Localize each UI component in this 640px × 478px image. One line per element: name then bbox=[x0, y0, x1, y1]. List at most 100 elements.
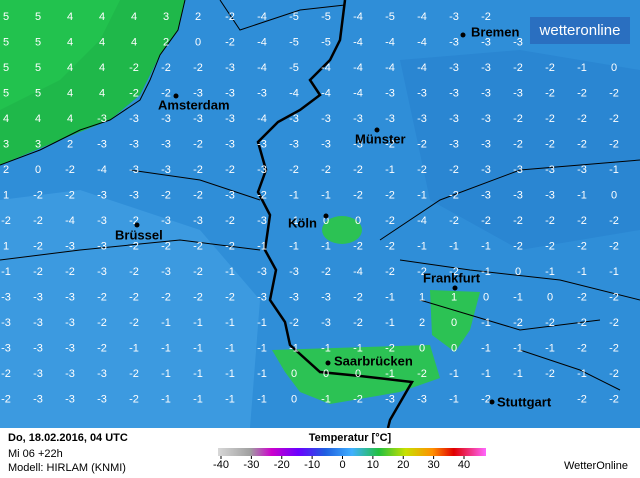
grid-value: -1 bbox=[321, 393, 331, 405]
legend-tick-label: -40 bbox=[213, 459, 229, 471]
legend-title: Temperatur [°C] bbox=[309, 432, 392, 444]
grid-value: -2 bbox=[417, 266, 427, 278]
grid-value: -4 bbox=[353, 87, 363, 99]
grid-value: -2 bbox=[225, 164, 235, 176]
grid-value: -2 bbox=[481, 11, 491, 23]
grid-value: 0 bbox=[195, 36, 201, 48]
border bbox=[256, 0, 415, 429]
grid-value: -4 bbox=[353, 11, 363, 23]
grid-value: -1 bbox=[193, 342, 203, 354]
grid-value: -2 bbox=[129, 368, 139, 380]
grid-value: -3 bbox=[129, 113, 139, 125]
grid-value: -3 bbox=[65, 342, 75, 354]
grid-value: -2 bbox=[513, 215, 523, 227]
grid-value: -2 bbox=[193, 266, 203, 278]
run: Mi 06 +22h bbox=[8, 448, 63, 460]
grid-value: -3 bbox=[193, 215, 203, 227]
grid-value: 5 bbox=[35, 62, 41, 74]
grid-value: -4 bbox=[385, 62, 395, 74]
grid-value: 4 bbox=[67, 113, 73, 125]
grid-value: -2 bbox=[161, 87, 171, 99]
grid-value: -2 bbox=[609, 215, 619, 227]
city-label: Saarbrücken bbox=[334, 353, 413, 368]
grid-value: -2 bbox=[577, 317, 587, 329]
grid-value: -2 bbox=[129, 266, 139, 278]
grid-value: -2 bbox=[513, 62, 523, 74]
grid-value: -3 bbox=[545, 164, 555, 176]
grid-value: -1 bbox=[225, 393, 235, 405]
legend-tick-label: 30 bbox=[428, 459, 440, 471]
grid-value: -1 bbox=[385, 164, 395, 176]
grid-value: -2 bbox=[385, 342, 395, 354]
grid-value: 0 bbox=[451, 342, 457, 354]
grid-value: -2 bbox=[33, 266, 43, 278]
grid-value: -3 bbox=[481, 113, 491, 125]
grid-value: -2 bbox=[129, 87, 139, 99]
city-label: Brüssel bbox=[115, 227, 163, 242]
grid-value: -2 bbox=[129, 240, 139, 252]
grid-value: -1 bbox=[449, 368, 459, 380]
legend-tick-label: -20 bbox=[274, 459, 290, 471]
grid-value: -4 bbox=[385, 36, 395, 48]
grid-value: -2 bbox=[353, 317, 363, 329]
grid-value: -3 bbox=[225, 87, 235, 99]
grid-value: 4 bbox=[67, 11, 73, 23]
grid-value: -2 bbox=[161, 189, 171, 201]
grid-value: -2 bbox=[577, 342, 587, 354]
grid-value: -2 bbox=[1, 393, 11, 405]
grid-value: -2 bbox=[577, 138, 587, 150]
grid-value: -2 bbox=[609, 317, 619, 329]
grid-value: -3 bbox=[161, 266, 171, 278]
grid-value: -2 bbox=[97, 291, 107, 303]
grid-value: 4 bbox=[3, 113, 9, 125]
grid-value: -4 bbox=[417, 11, 427, 23]
grid-value: -1 bbox=[289, 240, 299, 252]
logo-box bbox=[530, 17, 630, 44]
grid-value: -2 bbox=[513, 138, 523, 150]
grid-value: 0 bbox=[547, 291, 553, 303]
city-dot bbox=[489, 399, 495, 405]
grid-value: -1 bbox=[257, 342, 267, 354]
grid-value: -4 bbox=[417, 62, 427, 74]
grid-value: -2 bbox=[353, 291, 363, 303]
grid-value: -2 bbox=[513, 240, 523, 252]
grid-value: -3 bbox=[257, 215, 267, 227]
legend-tick-label: 40 bbox=[458, 459, 470, 471]
grid-value: -3 bbox=[225, 113, 235, 125]
grid-value: -2 bbox=[577, 87, 587, 99]
grid-value: -3 bbox=[33, 342, 43, 354]
grid-value: -2 bbox=[289, 164, 299, 176]
grid-value: -2 bbox=[225, 36, 235, 48]
city-label: Amsterdam bbox=[158, 97, 230, 112]
grid-value: -3 bbox=[257, 164, 267, 176]
grid-value: 2 bbox=[67, 138, 73, 150]
grid-value: 1 bbox=[3, 240, 9, 252]
legend-tick-label: -30 bbox=[243, 459, 259, 471]
grid-value: -2 bbox=[353, 393, 363, 405]
grid-value: -1 bbox=[225, 317, 235, 329]
grid-value: 1 bbox=[3, 189, 9, 201]
grid-value: -1 bbox=[417, 240, 427, 252]
grid-value: -2 bbox=[385, 215, 395, 227]
grid-value: -2 bbox=[161, 240, 171, 252]
coastlines bbox=[0, 0, 640, 391]
grid-value: 4 bbox=[67, 62, 73, 74]
grid-value: -2 bbox=[577, 291, 587, 303]
grid-value: -2 bbox=[353, 189, 363, 201]
grid-value: -2 bbox=[353, 164, 363, 176]
grid-value: 0 bbox=[291, 368, 297, 380]
grid-value: -2 bbox=[385, 138, 395, 150]
region bbox=[400, 50, 640, 250]
grid-value: -1 bbox=[257, 393, 267, 405]
grid-value: 4 bbox=[131, 11, 137, 23]
grid-value: -1 bbox=[449, 393, 459, 405]
grid-value: -1 bbox=[289, 342, 299, 354]
grid-value: -3 bbox=[289, 113, 299, 125]
grid-value: -1 bbox=[193, 393, 203, 405]
grid-value: -1 bbox=[545, 342, 555, 354]
city-dot bbox=[323, 213, 329, 219]
city-dot bbox=[374, 127, 380, 133]
grid-value: -1 bbox=[545, 266, 555, 278]
grid-value: -2 bbox=[545, 113, 555, 125]
